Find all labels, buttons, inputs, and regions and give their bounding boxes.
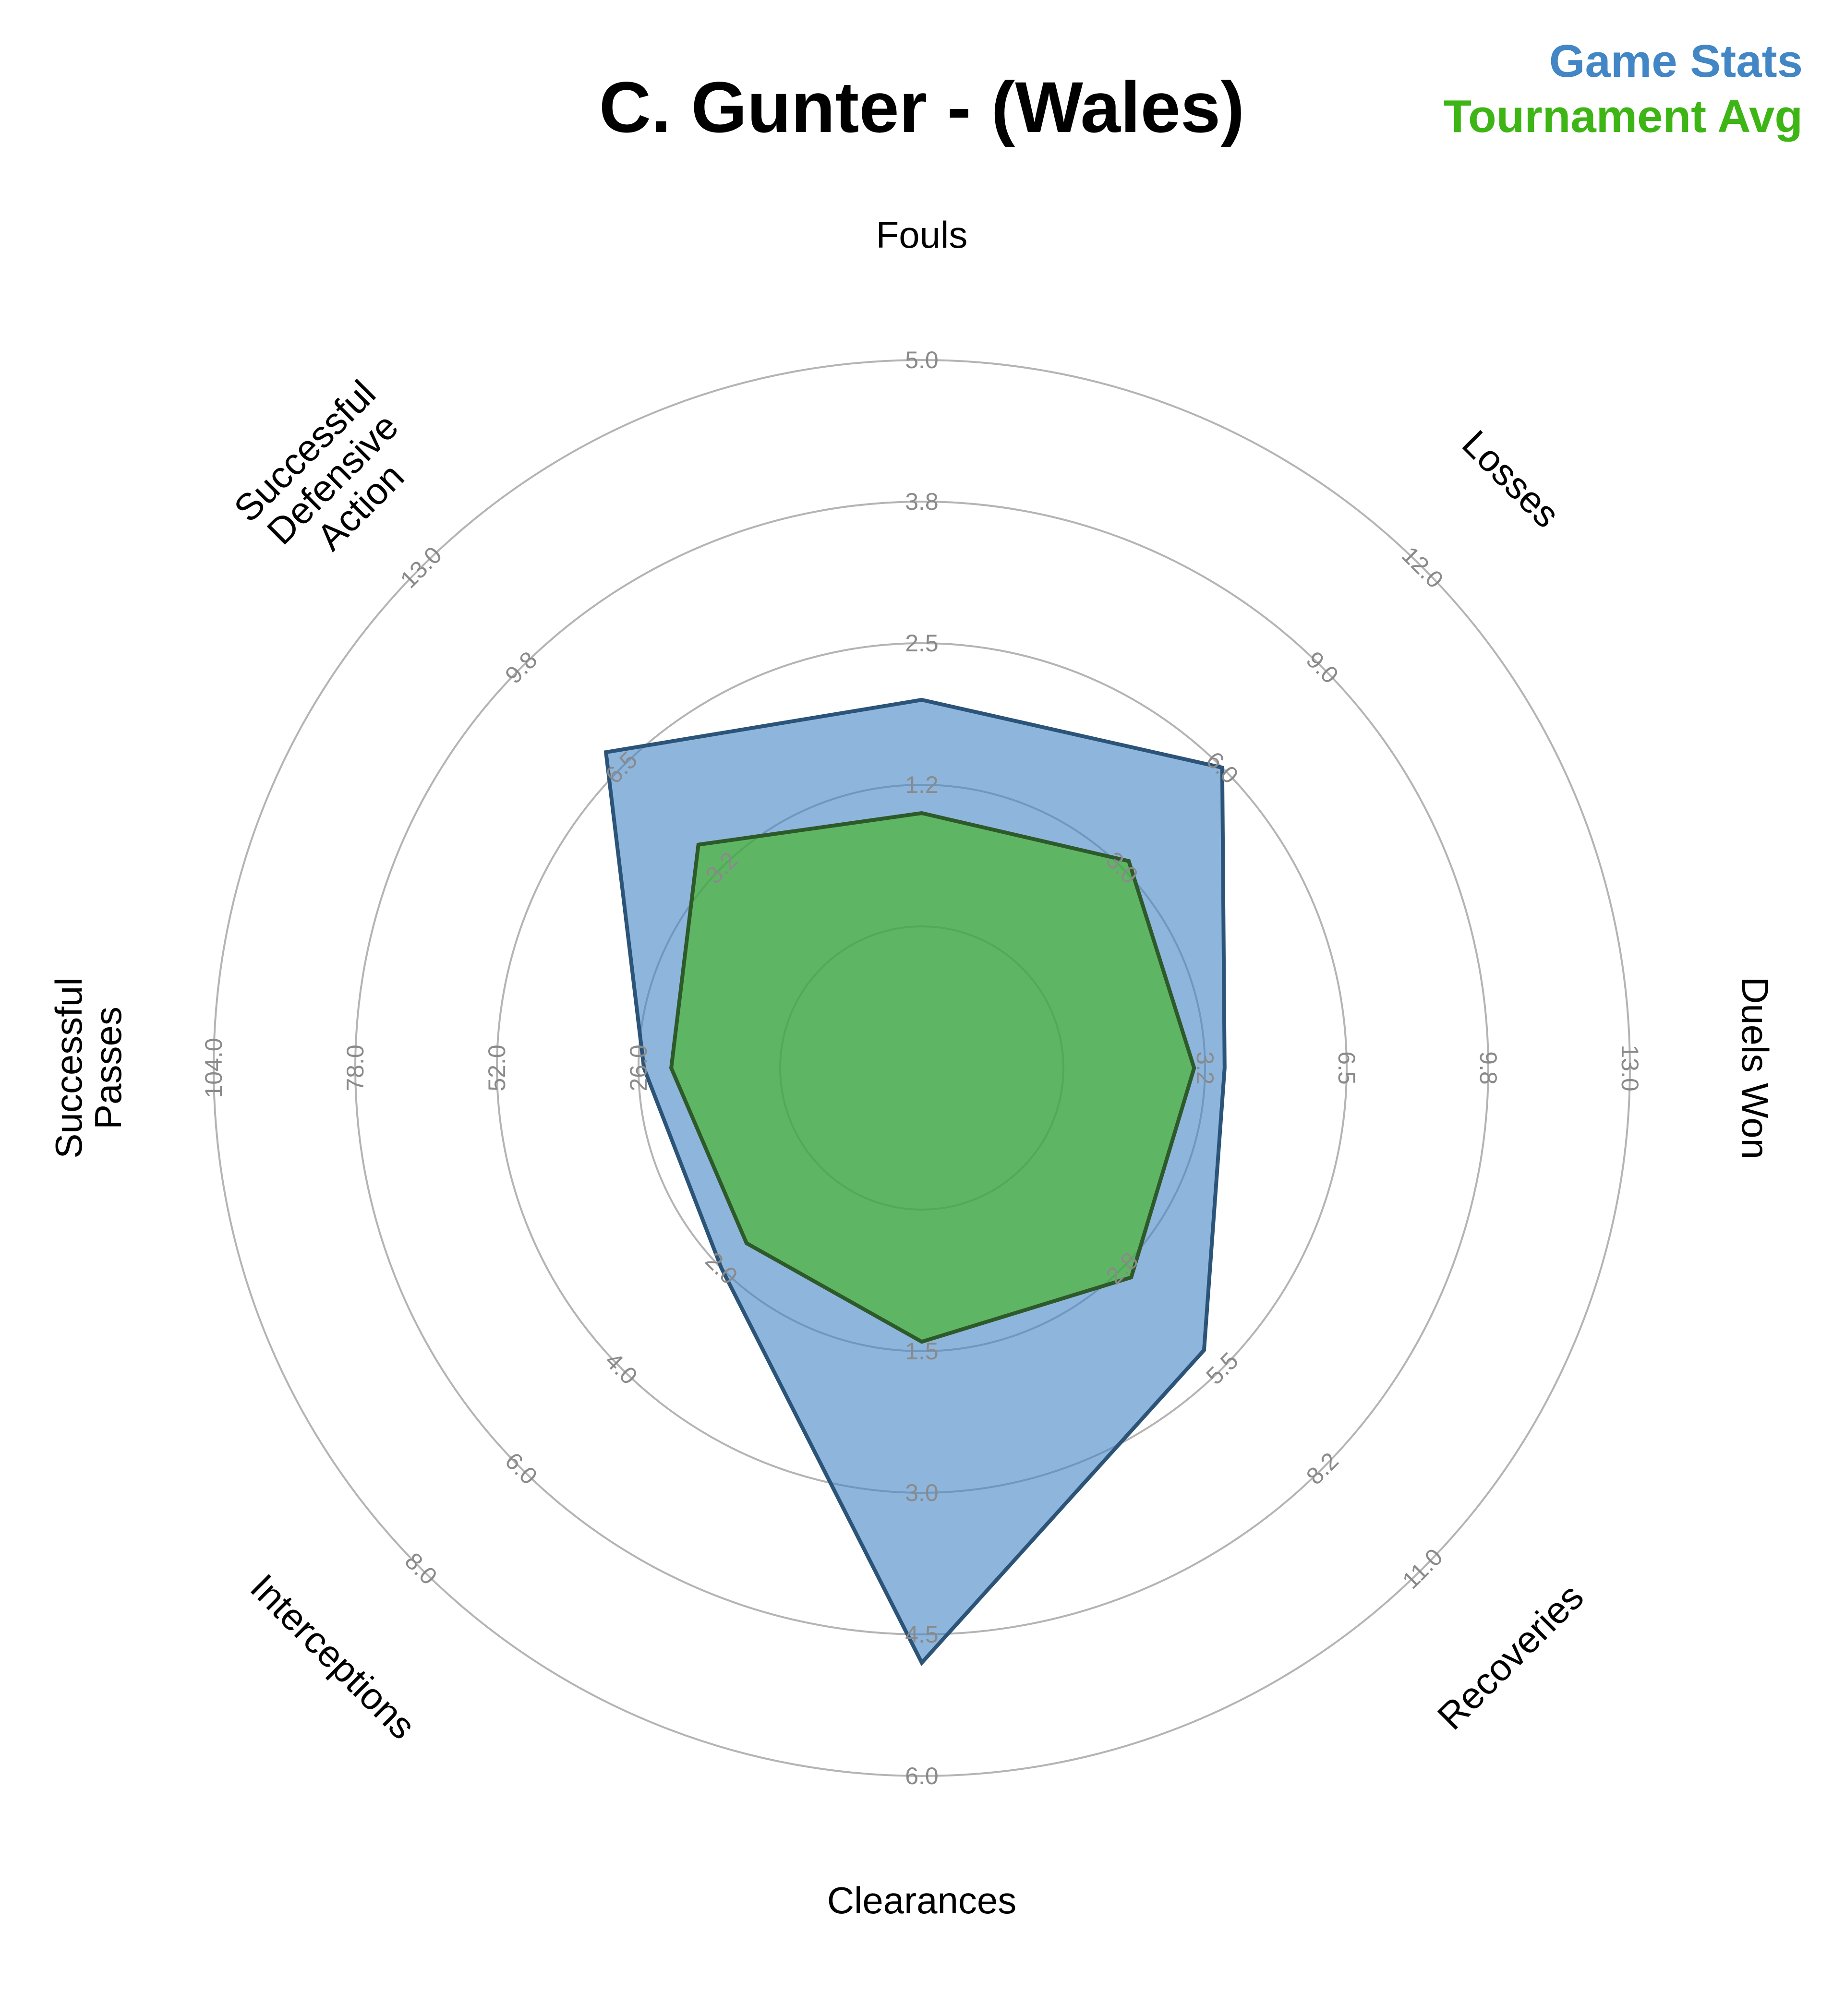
tick-label: 26.0 [625, 1044, 652, 1091]
tick-label: 6.0 [905, 1763, 939, 1789]
tick-label: 2.5 [905, 630, 939, 657]
legend-entry: Tournament Avg [1444, 91, 1803, 142]
axis-label: Fouls [876, 214, 968, 256]
tick-label: 13.0 [1616, 1044, 1643, 1091]
axis-label: SuccessfulDefensiveAction [226, 372, 439, 586]
tick-label: 6.5 [1333, 1051, 1360, 1085]
axis-label: SuccessfulPasses [48, 977, 129, 1158]
grid-ring [213, 359, 1631, 1777]
tick-label: 3.0 [905, 1479, 939, 1506]
axis-label: Clearances [827, 1879, 1017, 1921]
tick-label: 1.5 [905, 1338, 939, 1365]
axis-label: Recoveries [1429, 1575, 1592, 1738]
axis-label: Duels Won [1734, 977, 1776, 1159]
tick-label: 9.8 [1475, 1051, 1502, 1085]
tick-label: 4.5 [905, 1621, 939, 1648]
chart-title: C. Gunter - (Wales) [599, 67, 1245, 147]
tick-label: 3.8 [905, 488, 939, 515]
legend-entry: Game Stats [1549, 36, 1803, 87]
tick-label: 1.2 [905, 771, 939, 798]
tick-label: 5.0 [905, 347, 939, 373]
series-polygons [603, 697, 1227, 1667]
axis-label: Losses [1454, 422, 1568, 536]
tick-label: 3.2 [1192, 1051, 1218, 1085]
tick-label: 104.0 [200, 1038, 227, 1098]
tick-label: 52.0 [483, 1044, 510, 1091]
tick-label: 78.0 [342, 1044, 369, 1091]
series-polygon [669, 811, 1196, 1344]
axis-label: Interceptions [242, 1566, 424, 1747]
